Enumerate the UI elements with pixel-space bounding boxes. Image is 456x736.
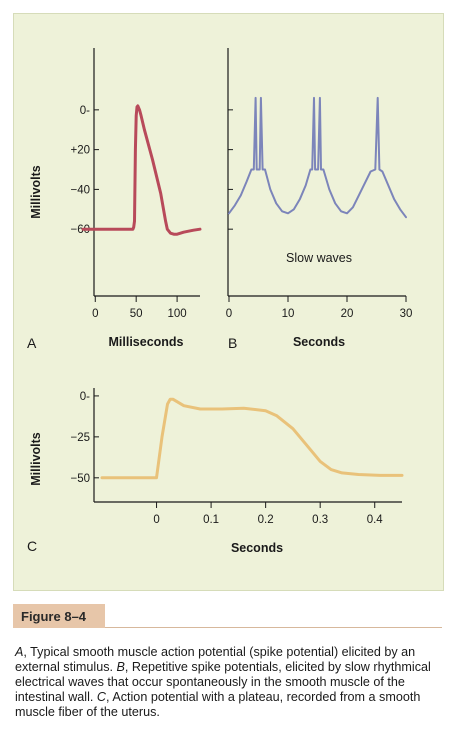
chart-c-x-tick-label: 0.3 <box>312 514 328 526</box>
figure-label: Figure 8–4 <box>13 604 105 628</box>
chart-a-x-label: Milliseconds <box>108 335 183 349</box>
chart-a-y-tick-label: −40 <box>70 184 90 196</box>
caption-c-letter: C <box>96 690 107 704</box>
chart-c-x-label: Seconds <box>231 541 283 555</box>
chart-b-x-tick-label: 30 <box>400 308 413 320</box>
caption-b-text: , Repetitive spike potentials, elicited … <box>15 660 431 704</box>
chart-b-series-line <box>228 96 407 219</box>
chart-a-x-tick-label: 100 <box>167 308 186 320</box>
chart-a-y-tick-label: 0- <box>80 105 90 117</box>
chart-a-y-label: Millivolts <box>29 165 43 219</box>
chart-c-y-tick-label: −25 <box>70 432 90 444</box>
chart-c-x-tick-label: 0 <box>153 514 159 526</box>
chart-b-x-tick-label: 0 <box>226 308 232 320</box>
figure-panel: 0 50 100 0- +20 −40 −60 Milliseconds Millivolts A… <box>13 13 444 591</box>
figure-label-text: Figure 8–4 <box>21 608 87 624</box>
chart-c-y-label: Millivolts <box>29 432 43 486</box>
chart-c-x-tick-label: 0.2 <box>258 514 274 526</box>
chart-c-y-tick-label: 0- <box>80 391 90 403</box>
chart-a-x-tick-label: 50 <box>130 308 143 320</box>
caption-c-text: , Action potential with a plateau, recor… <box>15 690 421 719</box>
figure-charts: 0 50 1000-+20−40−60MillisecondsMillivoltsA… <box>27 48 413 555</box>
chart-a-y-tick-label: −60 <box>70 224 90 236</box>
chart-c-series-line <box>100 397 404 480</box>
caption-b-letter: B <box>116 660 125 674</box>
caption-a-letter: A <box>15 645 24 659</box>
chart-b-panel-label: B <box>228 335 237 351</box>
figure-rule <box>105 627 442 628</box>
chart-a-series-line <box>81 104 202 236</box>
chart-c-y-tick-label: −50 <box>70 473 90 485</box>
chart-b-x-tick-label: 10 <box>282 308 295 320</box>
chart-a-y-tick-label: +20 <box>70 145 90 157</box>
chart-a-x-tick-label: 0 <box>92 308 98 320</box>
chart-c-x-tick-label: 0.4 <box>367 514 384 526</box>
caption-a-text: , Typical smooth muscle action potential… <box>15 645 416 674</box>
chart-a-panel-label: A <box>27 335 37 351</box>
chart-c-panel-label: C <box>27 538 37 554</box>
figure-caption: A, Typical smooth muscle action potentia… <box>15 645 445 720</box>
chart-b-x-label: Seconds <box>293 335 345 349</box>
chart-b-x-tick-label: 20 <box>341 308 354 320</box>
chart-b-annotation: Slow waves <box>286 251 352 265</box>
chart-c-x-tick-label: 0.1 <box>203 514 219 526</box>
